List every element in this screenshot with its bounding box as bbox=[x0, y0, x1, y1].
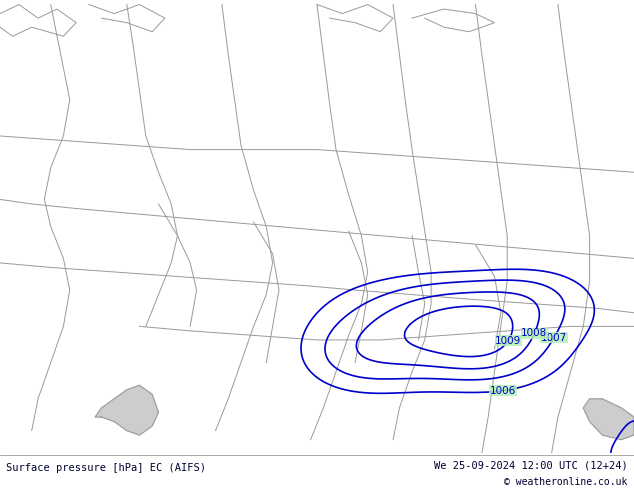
Point bbox=[0, 449, 5, 457]
Point bbox=[0, 449, 5, 457]
Text: We 25-09-2024 12:00 UTC (12+24): We 25-09-2024 12:00 UTC (12+24) bbox=[434, 460, 628, 470]
Point bbox=[0, 449, 5, 457]
Text: © weatheronline.co.uk: © weatheronline.co.uk bbox=[504, 477, 628, 487]
Point bbox=[0, 449, 5, 457]
Point bbox=[0, 449, 5, 457]
Point bbox=[0, 449, 5, 457]
Text: 1009: 1009 bbox=[495, 336, 521, 345]
Point bbox=[0, 449, 5, 457]
Polygon shape bbox=[95, 385, 158, 435]
Text: 1006: 1006 bbox=[490, 386, 516, 395]
Point bbox=[0, 449, 5, 457]
Point bbox=[0, 449, 5, 457]
Point bbox=[0, 449, 5, 457]
Text: Surface pressure [hPa] EC (AIFS): Surface pressure [hPa] EC (AIFS) bbox=[6, 463, 206, 473]
Text: 1007: 1007 bbox=[541, 333, 567, 343]
Polygon shape bbox=[583, 399, 634, 440]
Point bbox=[0, 449, 5, 457]
Text: 1008: 1008 bbox=[521, 328, 548, 339]
Point bbox=[0, 449, 5, 457]
